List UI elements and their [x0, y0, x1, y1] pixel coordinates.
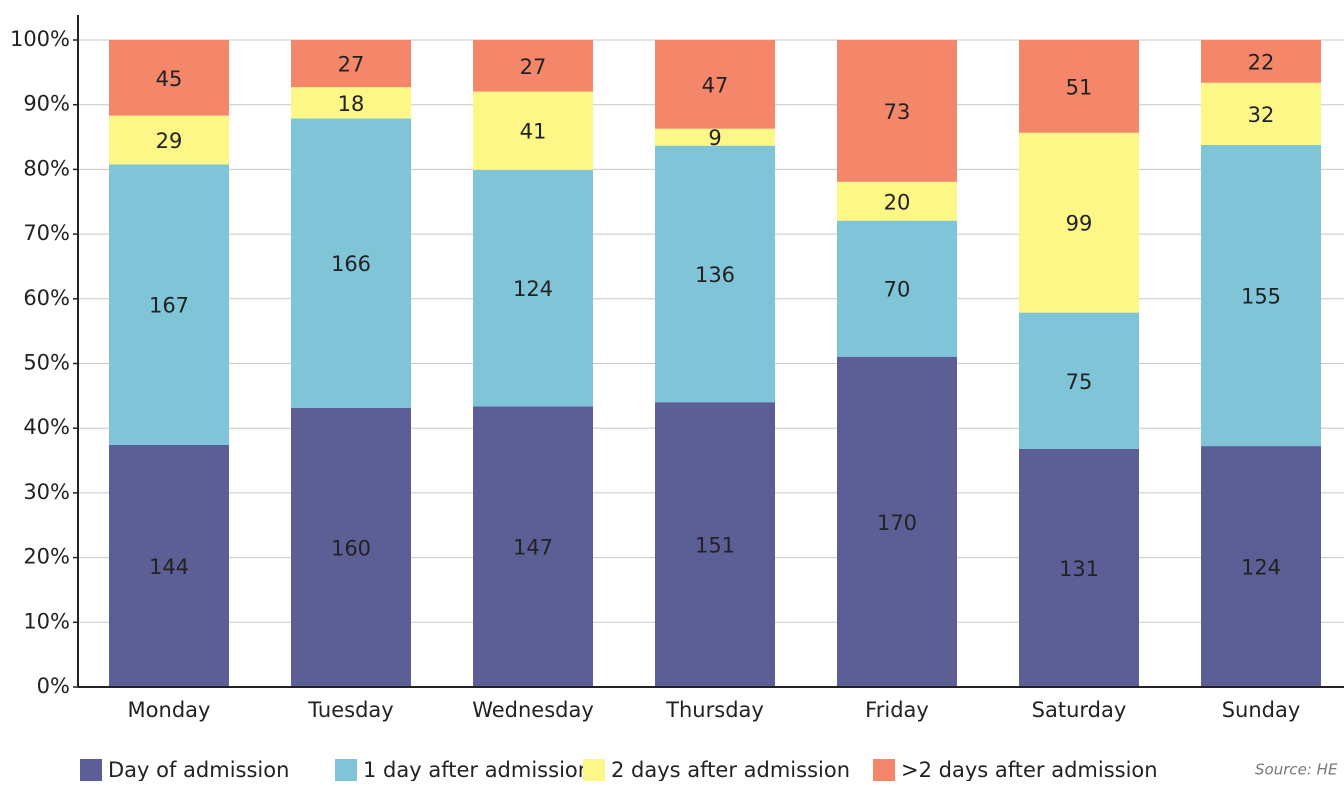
- bar-segment: [655, 402, 775, 687]
- bar-segment: [837, 181, 957, 221]
- bar-segment: [1201, 144, 1321, 447]
- value-label: 151: [695, 534, 735, 558]
- y-tick-label: 40%: [23, 415, 70, 439]
- bar-segment: [1019, 132, 1139, 313]
- y-tick-label: 10%: [23, 609, 70, 633]
- bar-segment: [655, 145, 775, 403]
- bar-segment: [291, 87, 411, 119]
- legend-label: 2 days after admission: [611, 758, 850, 781]
- value-label: 45: [156, 67, 183, 91]
- legend-label: 1 day after admission: [363, 758, 591, 781]
- y-tick-label: 30%: [23, 480, 70, 504]
- bar-segment: [473, 91, 593, 170]
- legend-swatch: [583, 759, 605, 781]
- value-label: 20: [884, 190, 911, 214]
- source-note: Source: HE: [1255, 761, 1338, 779]
- y-tick-label: 80%: [23, 156, 70, 180]
- value-label: 155: [1241, 284, 1281, 308]
- value-label: 170: [877, 511, 917, 535]
- value-label: 73: [884, 100, 911, 124]
- bar-segment: [1201, 82, 1321, 145]
- value-label: 70: [884, 278, 911, 302]
- value-label: 144: [149, 555, 189, 579]
- y-tick-label: 0%: [37, 674, 70, 698]
- value-label: 27: [520, 55, 547, 79]
- legend-label: >2 days after admission: [901, 758, 1158, 781]
- value-label: 18: [338, 92, 365, 116]
- x-tick-label: Monday: [128, 698, 211, 722]
- bar-segment: [109, 164, 229, 446]
- bar-segment: [837, 220, 957, 357]
- bar-segment: [473, 169, 593, 407]
- legend-swatch: [80, 759, 102, 781]
- x-tick-label: Thursday: [665, 698, 764, 722]
- value-label: 41: [520, 120, 547, 144]
- bar-segment: [655, 128, 775, 146]
- bar-segment: [109, 40, 229, 116]
- bar-segment: [109, 115, 229, 165]
- value-label: 29: [156, 129, 183, 153]
- value-label: 9: [708, 126, 721, 150]
- legend-swatch: [873, 759, 895, 781]
- bar-segment: [655, 40, 775, 129]
- value-label: 51: [1066, 75, 1093, 99]
- value-label: 131: [1059, 557, 1099, 581]
- bar-segment: [837, 356, 957, 687]
- y-tick-label: 60%: [23, 286, 70, 310]
- bar-segment: [1019, 312, 1139, 449]
- value-label: 124: [1241, 556, 1281, 580]
- x-tick-label: Friday: [865, 698, 929, 722]
- y-tick-label: 100%: [10, 27, 70, 51]
- bar-segment: [1019, 448, 1139, 687]
- x-tick-label: Wednesday: [472, 698, 594, 722]
- bar-segment: [1201, 40, 1321, 83]
- value-label: 47: [702, 73, 729, 97]
- value-label: 136: [695, 263, 735, 287]
- bar-segment: [473, 406, 593, 687]
- legend-swatch: [335, 759, 357, 781]
- bar-segment: [837, 40, 957, 182]
- bar-segment: [291, 40, 411, 88]
- y-tick-label: 70%: [23, 221, 70, 245]
- bar-segment: [473, 40, 593, 92]
- value-label: 147: [513, 536, 553, 560]
- value-label: 27: [338, 53, 365, 77]
- value-label: 160: [331, 536, 371, 560]
- x-tick-label: Saturday: [1032, 698, 1127, 722]
- bar-segment: [291, 407, 411, 687]
- y-tick-label: 50%: [23, 351, 70, 375]
- value-label: 22: [1248, 50, 1275, 74]
- bar-segment: [109, 445, 229, 687]
- x-tick-label: Tuesday: [307, 698, 393, 722]
- y-tick-label: 20%: [23, 545, 70, 569]
- value-label: 32: [1248, 103, 1275, 127]
- value-label: 75: [1066, 370, 1093, 394]
- value-label: 166: [331, 252, 371, 276]
- value-label: 167: [149, 294, 189, 318]
- bar-segment: [291, 118, 411, 408]
- bar-segment: [1019, 40, 1139, 133]
- legend-label: Day of admission: [108, 758, 289, 781]
- x-tick-label: Sunday: [1222, 698, 1301, 722]
- value-label: 99: [1066, 212, 1093, 236]
- bar-segment: [1201, 446, 1321, 687]
- y-tick-label: 90%: [23, 92, 70, 116]
- value-label: 124: [513, 277, 553, 301]
